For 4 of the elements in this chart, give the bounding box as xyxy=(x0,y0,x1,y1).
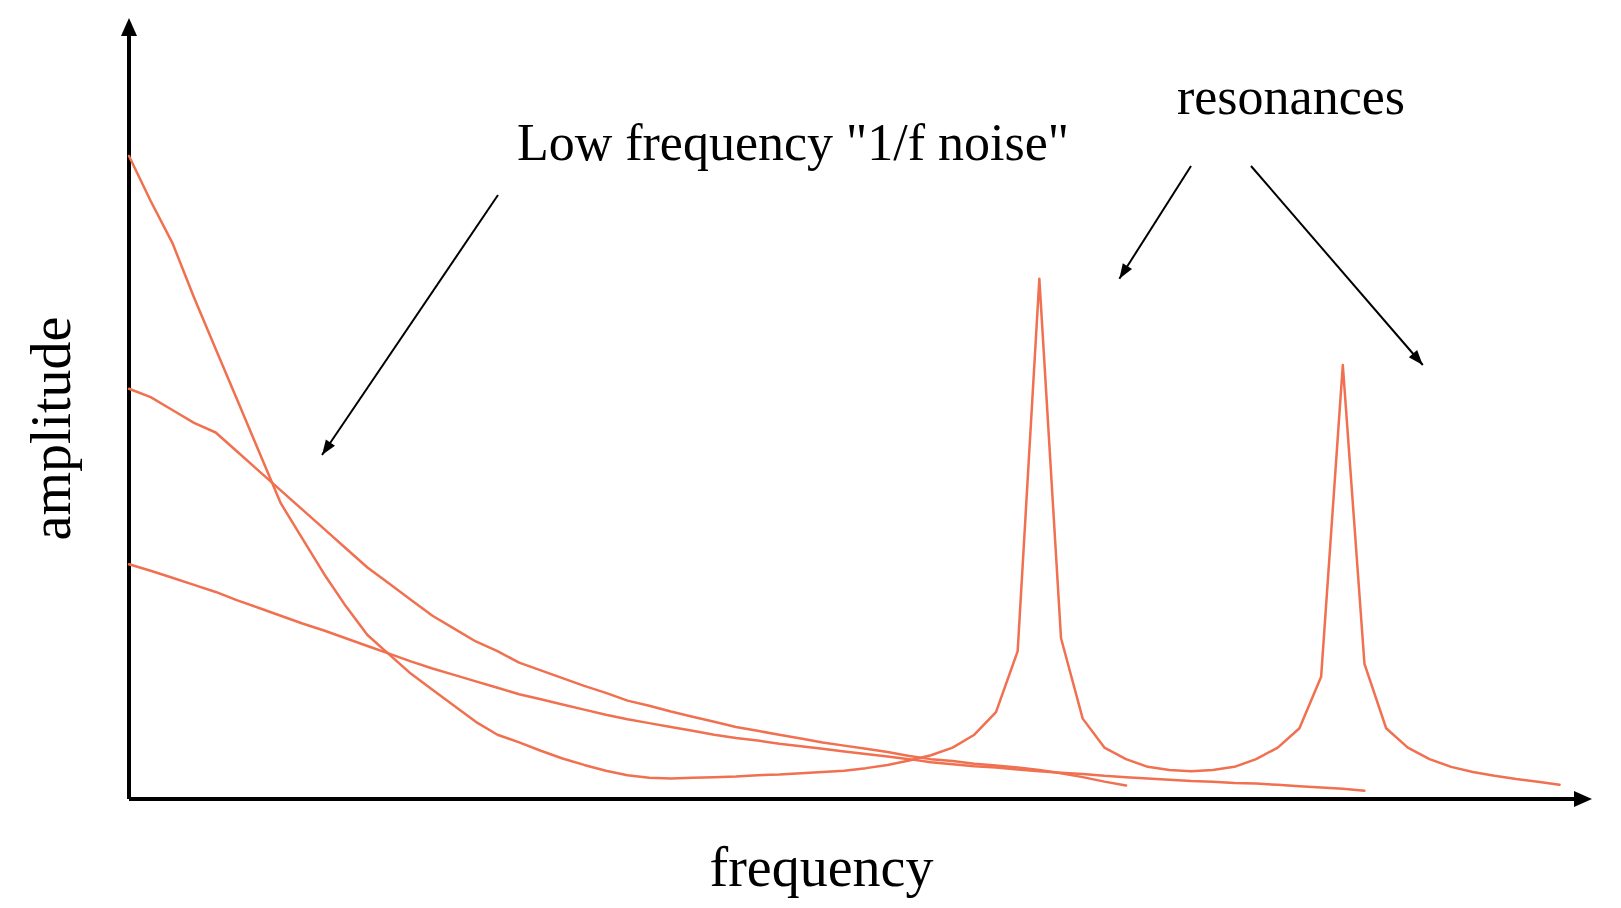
text: resonances xyxy=(1176,68,1406,125)
y-axis-title: amplitude xyxy=(20,316,82,541)
x-axis-title: frequency xyxy=(709,836,934,898)
annotation: Low frequency "1/f noise" xyxy=(516,114,1070,171)
